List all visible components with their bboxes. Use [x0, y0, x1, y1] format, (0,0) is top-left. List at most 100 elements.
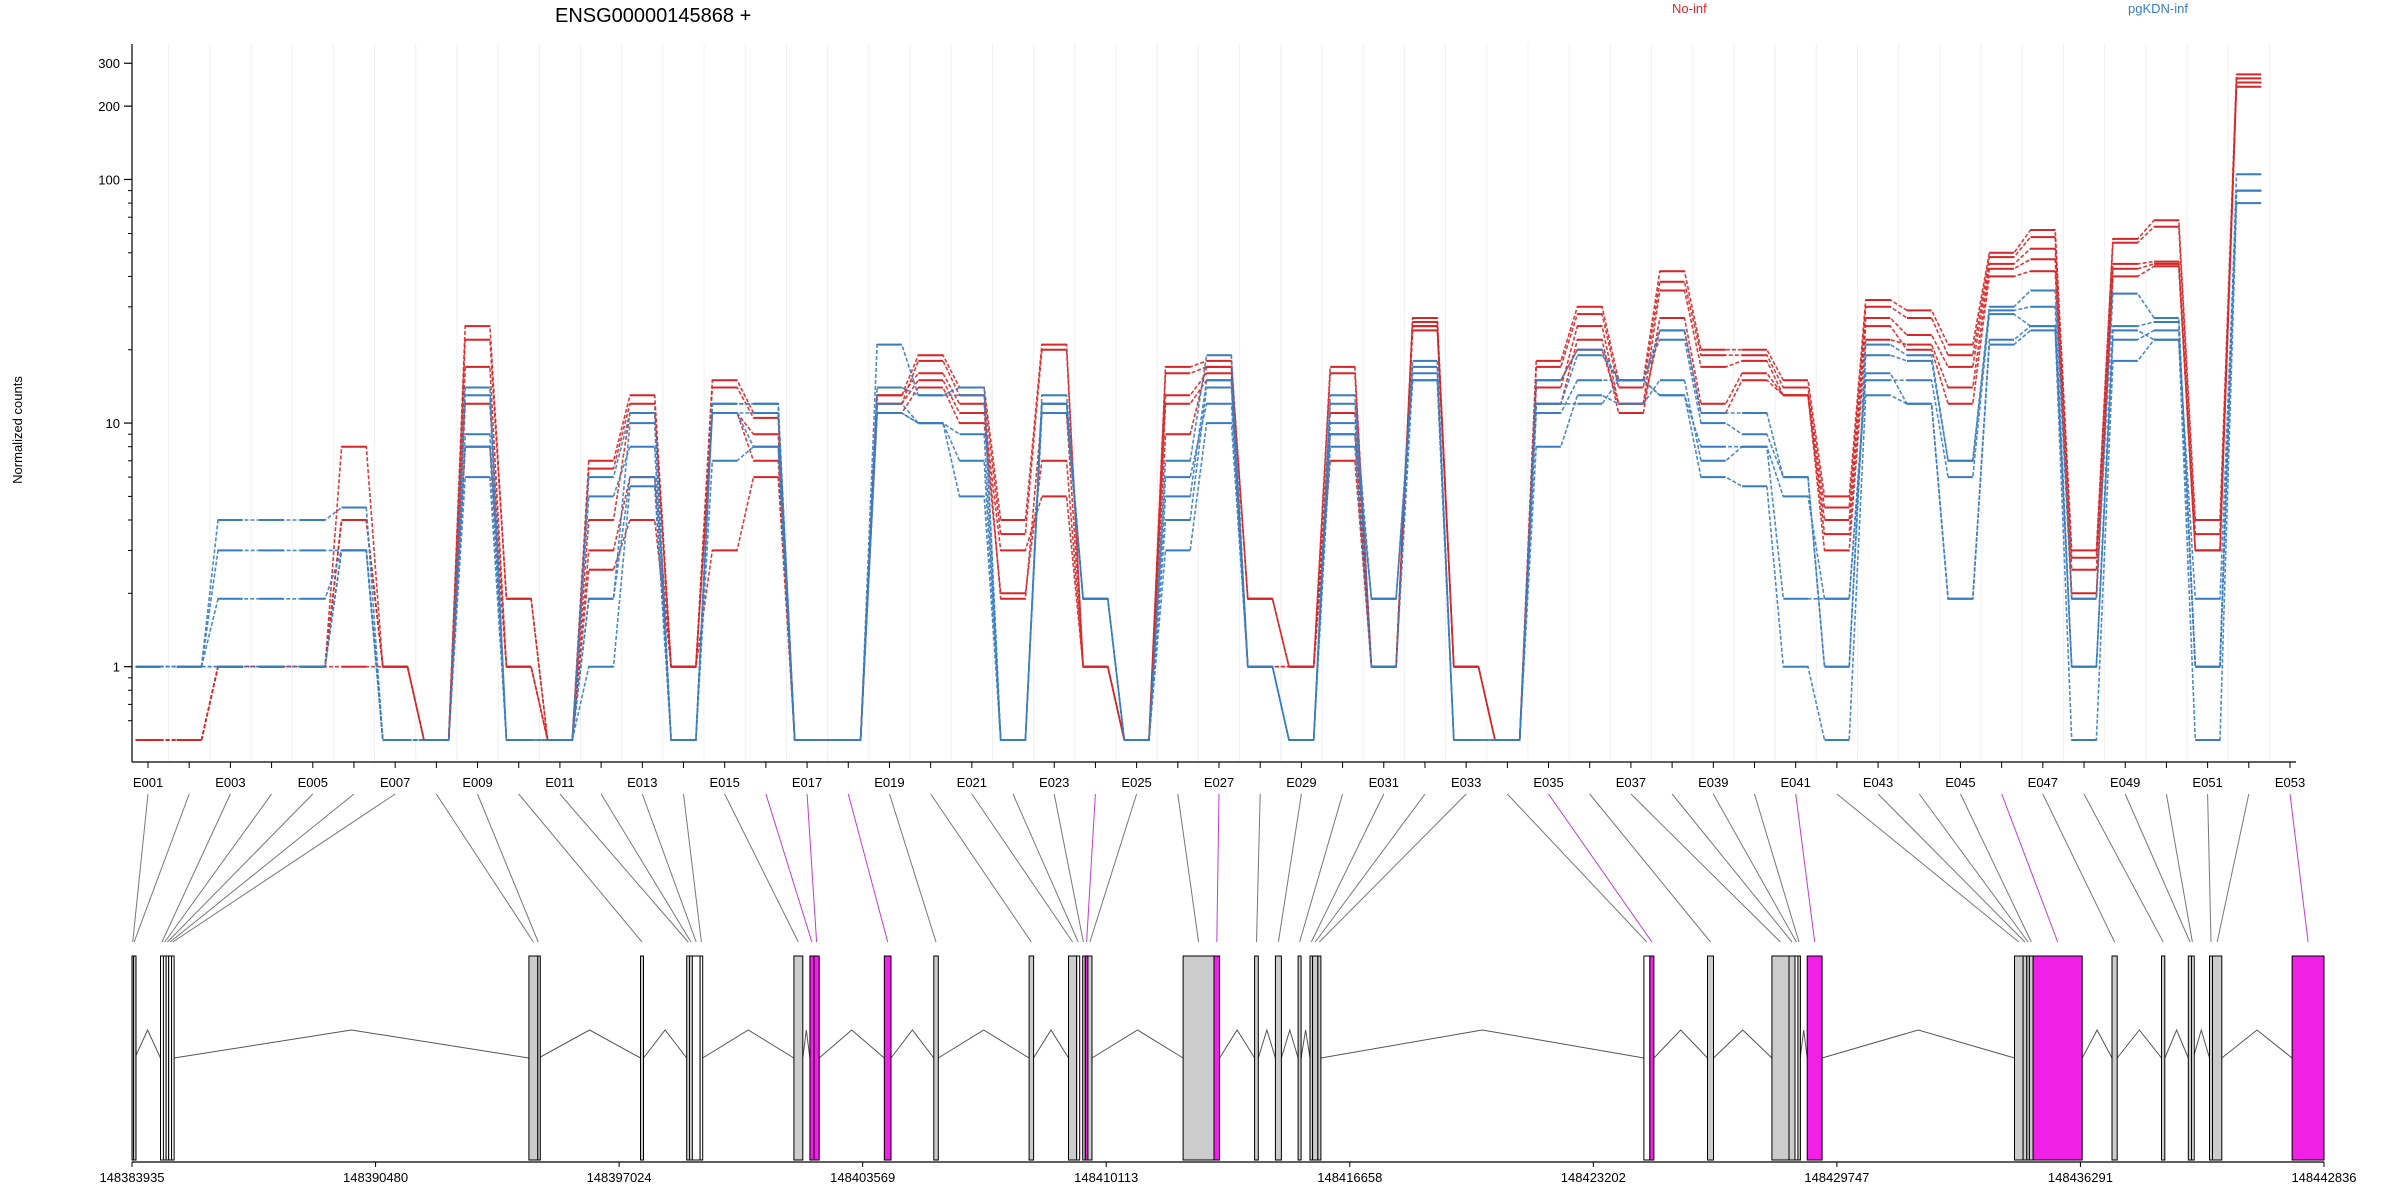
intron	[134, 1028, 161, 1059]
exon-connector	[2124, 793, 2191, 943]
exon-connector	[167, 793, 314, 943]
exon-box-e010	[640, 955, 644, 1161]
x-tick-label: E019	[874, 775, 904, 790]
exon-connector	[1299, 793, 1344, 943]
exon-box-e036	[1707, 955, 1714, 1161]
exon-connector	[1314, 793, 1426, 943]
exon-connector	[1712, 793, 1797, 943]
intron	[890, 1029, 935, 1059]
x-tick-label: E017	[792, 775, 822, 790]
x-tick-label: E033	[1451, 775, 1481, 790]
exon-connector	[641, 793, 697, 943]
series-line-pgkdn-inf	[135, 173, 2262, 741]
x-tick-label: E001	[133, 775, 163, 790]
exon-connector	[477, 793, 539, 943]
x-tick-label: E049	[2110, 775, 2140, 790]
genomic-tick-label: 148436291	[2048, 1170, 2113, 1185]
exon-box-e020	[1028, 955, 1035, 1161]
exon-connector	[1836, 793, 2020, 943]
gene-model	[131, 955, 2325, 1161]
exon-connector	[132, 793, 149, 943]
legend-no-inf: No-inf	[1672, 1, 1707, 16]
exon-box-e014	[699, 955, 704, 1161]
exon-box-e049	[2187, 955, 2193, 1161]
genomic-axis: 148383935 148390480 148397024 148403569 1484…	[99, 1161, 2357, 1185]
intron	[1713, 1029, 1773, 1059]
series-line-no-inf	[135, 77, 2262, 741]
genomic-tick-label: 148416658	[1317, 1170, 1382, 1185]
x-tick-label: E009	[462, 775, 492, 790]
series-lines	[135, 73, 2262, 741]
exon-grid	[168, 44, 2270, 762]
intron	[1033, 1029, 1069, 1059]
exon-connector	[1053, 793, 1084, 943]
exon-connector	[1089, 793, 1138, 943]
intron	[818, 1029, 885, 1059]
genomic-tick-label: 148423202	[1561, 1170, 1626, 1185]
y-tick-label: 1	[113, 660, 120, 675]
exon-box-e016	[809, 955, 815, 1161]
x-tick-label: E007	[380, 775, 410, 790]
intron	[2221, 1029, 2293, 1059]
exon-box-e041	[1806, 955, 1823, 1161]
genomic-tick-label: 148390480	[343, 1170, 408, 1185]
exon-connector	[2042, 793, 2116, 943]
legend-pgkdn-inf: pgKDN-inf	[2128, 1, 2188, 16]
exon-connector	[1548, 793, 1653, 943]
intron	[1219, 1029, 1256, 1059]
exon-connector	[2083, 793, 2164, 943]
genomic-tick-label: 148403569	[830, 1170, 895, 1185]
exon-connector	[1960, 793, 2032, 943]
intron	[2116, 1029, 2162, 1059]
exon-box-e046	[2032, 955, 2083, 1161]
exon-connector	[1216, 793, 1220, 943]
y-tick-label: 300	[98, 56, 120, 71]
x-tick-label: E037	[1616, 775, 1646, 790]
exon-connector	[435, 793, 534, 943]
x-tick-label: E013	[627, 775, 657, 790]
exon-connector	[1589, 793, 1711, 943]
intron	[702, 1029, 795, 1059]
exon-connector	[1318, 793, 1467, 943]
exon-box-e029	[1274, 955, 1282, 1161]
intron	[1257, 1028, 1276, 1059]
exon-connector	[1277, 793, 1302, 943]
series-line-pgkdn-inf	[135, 189, 2262, 741]
x-tick-label: E015	[710, 775, 740, 790]
exon-box-e050	[2191, 955, 2195, 1161]
exon-connector	[2207, 793, 2212, 943]
x-tick-label: E021	[957, 775, 987, 790]
exon-connector	[169, 793, 355, 943]
intron	[643, 1029, 688, 1059]
exon-box-e042	[2014, 955, 2024, 1161]
exon-box-e030	[1297, 955, 1302, 1161]
exon-box-e018	[883, 955, 892, 1161]
exon-box-e028	[1254, 955, 1259, 1161]
exon-box-e017	[813, 955, 820, 1161]
exon-box-e033	[1317, 955, 1322, 1161]
exon-connector	[2165, 793, 2193, 943]
intron	[1320, 1029, 1644, 1059]
series-line-no-inf	[135, 73, 2262, 741]
series-line-no-inf	[135, 81, 2262, 741]
exon-connector	[161, 793, 231, 943]
exon-box-e053	[2291, 955, 2325, 1161]
exon-box-e022	[1076, 955, 1081, 1161]
intron	[1821, 1029, 2015, 1059]
exon-connector	[1012, 793, 1079, 943]
exon-connectors	[132, 793, 2309, 943]
y-axis: 1 10 100 200 300	[98, 44, 133, 762]
chart-title: ENSG00000145868 +	[555, 5, 751, 27]
exon-box-e043	[2022, 955, 2028, 1161]
x-tick-label: E053	[2275, 775, 2305, 790]
x-tick-label: E003	[215, 775, 245, 790]
exon-box-e027	[1213, 955, 1221, 1161]
genomic-tick-label: 148442836	[2291, 1170, 2356, 1185]
exon-connector	[1918, 793, 2029, 943]
exon-box-e032	[1312, 955, 1319, 1161]
exon-connector	[600, 793, 692, 943]
intron	[2192, 1028, 2210, 1059]
exon-box-e008	[528, 955, 539, 1161]
exon-connector	[1177, 793, 1200, 943]
exon-connector	[164, 793, 273, 943]
